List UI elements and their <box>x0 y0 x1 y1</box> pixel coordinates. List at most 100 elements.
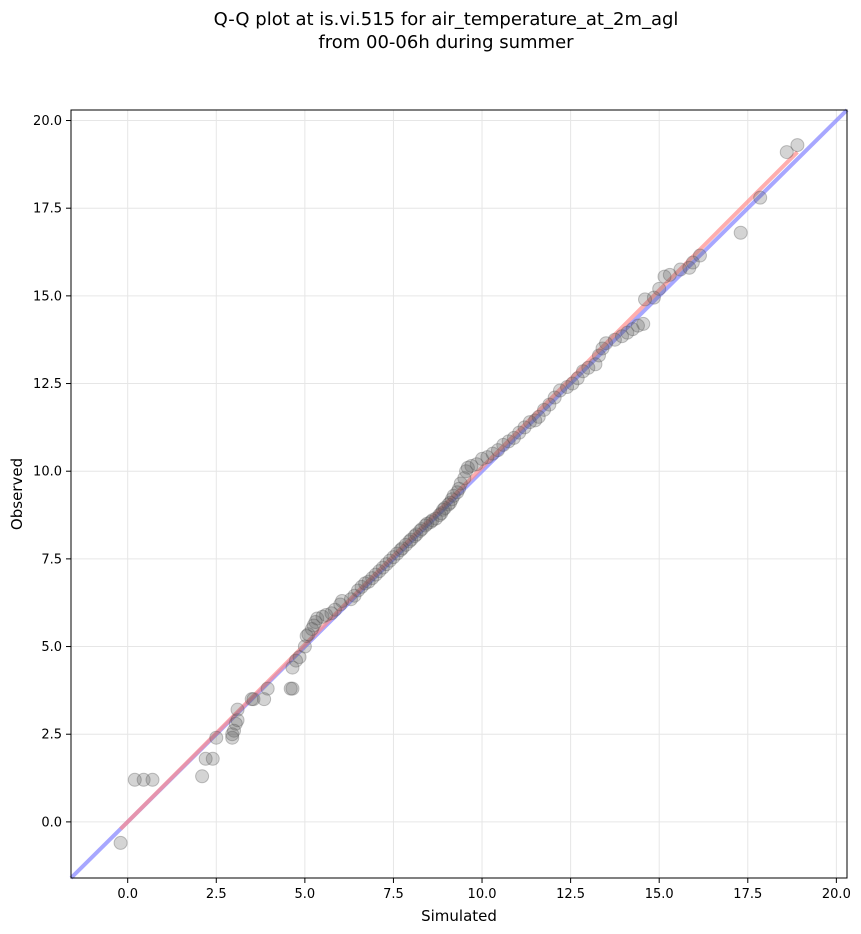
x-axis-label: Simulated <box>421 907 497 925</box>
data-point <box>625 322 640 337</box>
data-point <box>375 560 390 575</box>
data-point <box>547 390 562 405</box>
data-point <box>496 437 511 452</box>
data-point <box>205 751 220 766</box>
data-point <box>225 730 240 745</box>
data-point <box>315 609 330 624</box>
data-point <box>319 607 334 622</box>
data-point <box>361 574 376 589</box>
data-point <box>136 772 151 787</box>
data-point <box>299 629 314 644</box>
data-point <box>414 522 429 537</box>
data-point <box>423 515 438 530</box>
data-point <box>347 588 362 603</box>
data-point <box>285 681 300 696</box>
data-point <box>297 639 312 654</box>
data-points <box>113 138 805 850</box>
data-point <box>570 371 585 386</box>
data-point <box>560 380 575 395</box>
data-point <box>393 543 408 558</box>
data-point <box>368 567 383 582</box>
data-point <box>437 501 452 516</box>
data-point <box>441 497 456 512</box>
data-point <box>685 255 700 270</box>
x-tick-label: 5.0 <box>295 887 316 902</box>
x-tick-label: 2.5 <box>206 887 227 902</box>
y-tick-label: 7.5 <box>41 552 62 567</box>
chart-title-line1: Q-Q plot at is.vi.515 for air_temperatur… <box>214 9 679 30</box>
data-point <box>425 513 440 528</box>
data-point <box>459 464 474 479</box>
data-point <box>226 723 241 738</box>
y-tick-label: 0.0 <box>41 815 62 830</box>
data-point <box>113 835 128 850</box>
data-point <box>753 190 768 205</box>
data-point <box>283 681 298 696</box>
chart-title-line2: from 00-06h during summer <box>318 32 574 53</box>
data-point <box>354 579 369 594</box>
data-point <box>365 571 380 586</box>
data-point <box>230 702 245 717</box>
data-point <box>195 769 210 784</box>
data-point <box>673 262 688 277</box>
data-point <box>464 458 479 473</box>
data-point <box>531 409 546 424</box>
data-point <box>335 593 350 608</box>
data-point <box>225 727 240 742</box>
data-point <box>638 292 653 307</box>
y-tick-label: 5.0 <box>41 640 62 655</box>
data-point <box>289 653 304 668</box>
axis-ticks: 0.0 2.5 5.0 7.5 10.0 12.5 15.0 17.5 20.0 0.0 2.5 5.… <box>33 114 851 902</box>
data-point <box>501 434 516 449</box>
data-point <box>490 443 505 458</box>
y-tick-label: 10.0 <box>33 465 62 480</box>
data-point <box>379 557 394 572</box>
data-point <box>581 360 596 375</box>
data-point <box>512 425 527 440</box>
data-point <box>614 329 629 344</box>
data-point <box>418 518 433 533</box>
data-point <box>407 529 422 544</box>
data-point <box>198 751 213 766</box>
x-tick-label: 10.0 <box>468 887 497 902</box>
data-point <box>343 592 358 607</box>
data-point <box>358 576 373 591</box>
data-point <box>398 537 413 552</box>
data-point <box>636 316 651 331</box>
data-point <box>565 376 580 391</box>
data-point <box>450 485 465 500</box>
data-point <box>588 357 603 372</box>
data-point <box>409 527 424 542</box>
data-point <box>475 451 490 466</box>
data-point <box>646 290 661 305</box>
data-point <box>428 511 443 526</box>
data-point <box>469 457 484 472</box>
data-point <box>257 692 272 707</box>
data-point <box>127 772 142 787</box>
data-point <box>444 492 459 507</box>
data-point <box>485 446 500 461</box>
data-point <box>402 534 417 549</box>
data-point <box>304 622 319 637</box>
data-point <box>145 772 160 787</box>
data-point <box>308 615 323 629</box>
data-point <box>382 553 397 568</box>
data-point <box>591 348 606 363</box>
x-tick-label: 15.0 <box>645 887 674 902</box>
data-point <box>351 583 366 598</box>
data-point <box>432 508 447 523</box>
data-point <box>292 650 307 665</box>
plot-area-frame <box>70 109 848 879</box>
data-point <box>682 260 697 275</box>
data-point <box>692 248 707 263</box>
y-tick-label: 12.5 <box>33 377 62 392</box>
data-point <box>389 546 404 561</box>
data-point <box>386 550 401 565</box>
data-point <box>228 716 243 731</box>
data-point <box>310 611 325 626</box>
x-tick-label: 17.5 <box>733 887 762 902</box>
data-point <box>542 397 557 412</box>
